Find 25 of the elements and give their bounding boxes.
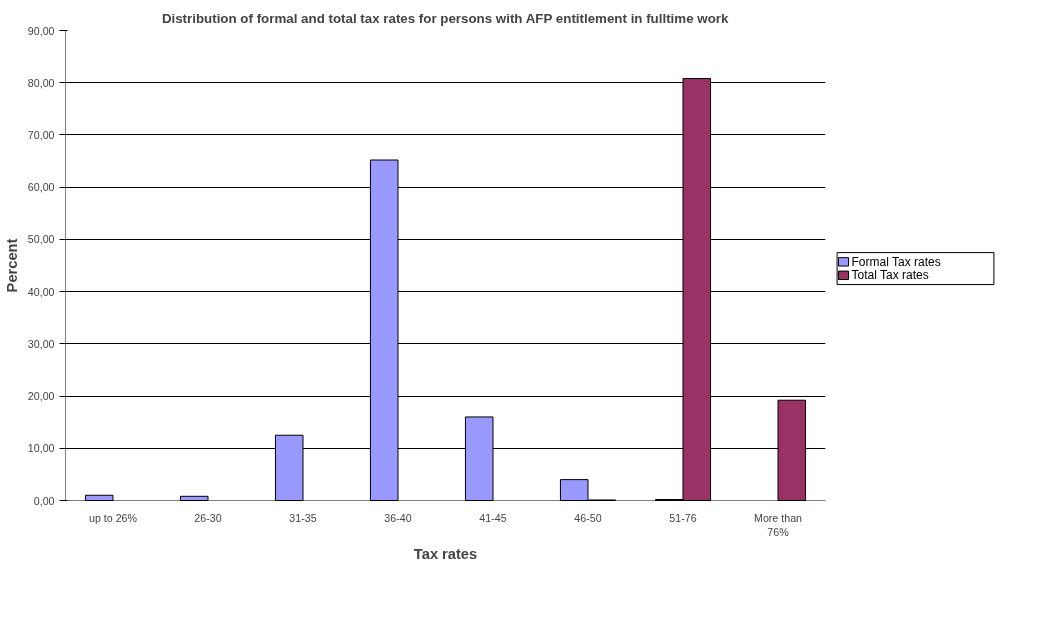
- y-tick-label: 40,00: [27, 285, 55, 298]
- y-tick-label: 30,00: [27, 337, 55, 350]
- y-tick-label: 90,00: [27, 24, 55, 37]
- y-axis-title: Percent: [3, 238, 20, 293]
- y-tick-label: 50,00: [27, 233, 55, 246]
- x-tick-label: up to 26%: [89, 511, 138, 524]
- y-tick-label: 60,00: [27, 181, 55, 194]
- x-tick-label: More than 76%: [754, 511, 803, 538]
- y-tick-label: 80,00: [27, 76, 55, 89]
- x-tick-label: 31-35: [289, 511, 317, 524]
- x-axis-title: Tax rates: [413, 545, 478, 562]
- x-tick-label: 36-40: [384, 511, 412, 524]
- x-tick-label: 46-50: [574, 511, 602, 524]
- y-tick-label: 20,00: [27, 390, 55, 403]
- legend-label: Total Tax rates: [851, 268, 929, 283]
- bar: [84, 494, 114, 501]
- chart-title: Distribution of formal and total tax rates for persons with AFP entitlement in fulltime work: [161, 10, 729, 26]
- legend-label: Formal Tax rates: [851, 254, 941, 269]
- x-tick-label: 41-45: [479, 511, 507, 524]
- y-tick-label: 10,00: [27, 442, 55, 455]
- x-tick-label: 51-76: [669, 511, 697, 524]
- x-tick-label: 26-30: [194, 511, 222, 524]
- bar: [179, 495, 209, 501]
- y-tick-label: 0,00: [33, 494, 55, 507]
- y-tick-label: 70,00: [27, 128, 55, 141]
